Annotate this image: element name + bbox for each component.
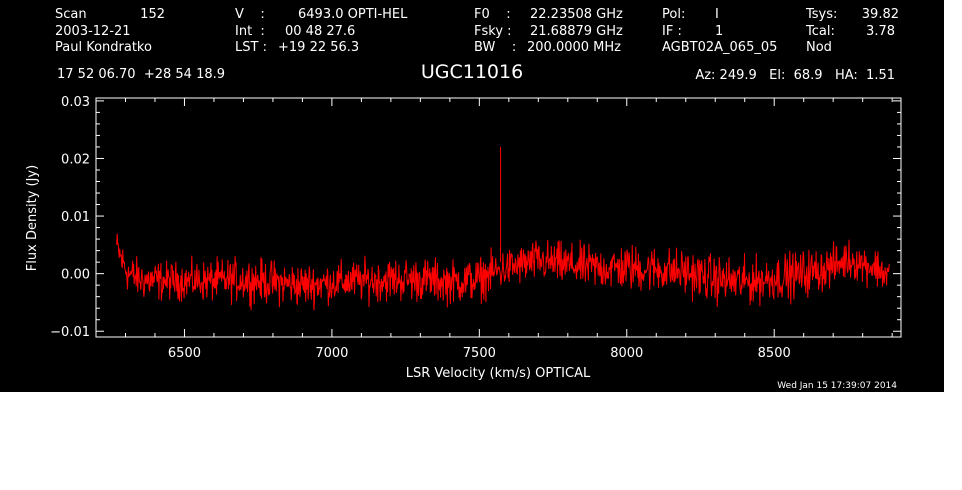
x-tick-label: 8500: [758, 346, 791, 361]
polarization-label: Pol:: [662, 7, 685, 22]
bandwidth-label: BW :: [474, 40, 516, 55]
tsys-label: Tsys:: [805, 7, 837, 22]
x-axis-ticks: 6500 7000 7500 8000 8500: [124, 98, 893, 361]
plot-timestamp: Wed Jan 15 17:39:07 2014: [777, 381, 897, 391]
velocity-value: 6493.0 OPTI-HEL: [298, 7, 408, 22]
integration-value: 00 48 27.6: [285, 24, 355, 39]
y-axis-title: Flux Density (Jy): [25, 165, 40, 271]
source-coordinates: 17 52 06.70 +28 54 18.9: [57, 67, 225, 82]
tcal-value: 3.78: [866, 24, 895, 39]
fsky-value: 21.68879 GHz: [530, 24, 623, 39]
plot-frame: [95, 97, 902, 338]
spectrum-plot: Scan 152 2003-12-21 Paul Kondratko V : 6…: [0, 0, 944, 392]
if-value: 1: [715, 24, 723, 39]
integration-label: Int :: [235, 24, 265, 39]
x-tick-label: 7000: [315, 346, 348, 361]
f0-label: F0 :: [474, 7, 511, 22]
y-tick-label: 0.02: [61, 152, 90, 167]
scan-value: 152: [140, 7, 165, 22]
x-tick-label: 6500: [168, 346, 201, 361]
axes-frame: [95, 97, 902, 338]
header-block: Scan 152 2003-12-21 Paul Kondratko V : 6…: [55, 7, 899, 83]
spectrum-line: [116, 233, 890, 311]
x-axis-title: LSR Velocity (km/s) OPTICAL: [406, 366, 591, 381]
chart-canvas: Scan 152 2003-12-21 Paul Kondratko V : 6…: [25, 7, 902, 391]
observing-mode: Nod: [806, 40, 832, 55]
lst-label: LST :: [235, 40, 267, 55]
y-tick-label: −0.01: [50, 325, 90, 340]
lst-value: +19 22 56.3: [278, 40, 359, 55]
fsky-label: Fsky :: [474, 24, 512, 39]
tcal-label: Tcal:: [805, 24, 835, 39]
x-tick-label: 7500: [463, 346, 496, 361]
observation-date: 2003-12-21: [55, 24, 131, 39]
bandwidth-value: 200.0000 MHz: [527, 40, 621, 55]
pointing-info: Az: 249.9 El: 68.9 HA: 1.51: [695, 68, 895, 83]
scan-label: Scan: [55, 7, 87, 22]
if-label: IF :: [662, 24, 682, 39]
y-axis-ticks: −0.01 0.00 0.01 0.02 0.03: [50, 95, 901, 340]
polarization-value: I: [715, 7, 719, 22]
observer-name: Paul Kondratko: [55, 40, 152, 55]
y-tick-label: 0.01: [61, 210, 90, 225]
y-tick-label: 0.03: [61, 95, 90, 110]
tsys-value: 39.82: [862, 7, 899, 22]
f0-value: 22.23508 GHz: [530, 7, 623, 22]
velocity-label: V :: [235, 7, 265, 22]
project-id: AGBT02A_065_05: [662, 40, 777, 55]
source-name: UGC11016: [421, 61, 523, 83]
y-tick-label: 0.00: [61, 268, 90, 283]
spectrum-trace-layer: [116, 146, 890, 311]
x-tick-label: 8000: [610, 346, 643, 361]
